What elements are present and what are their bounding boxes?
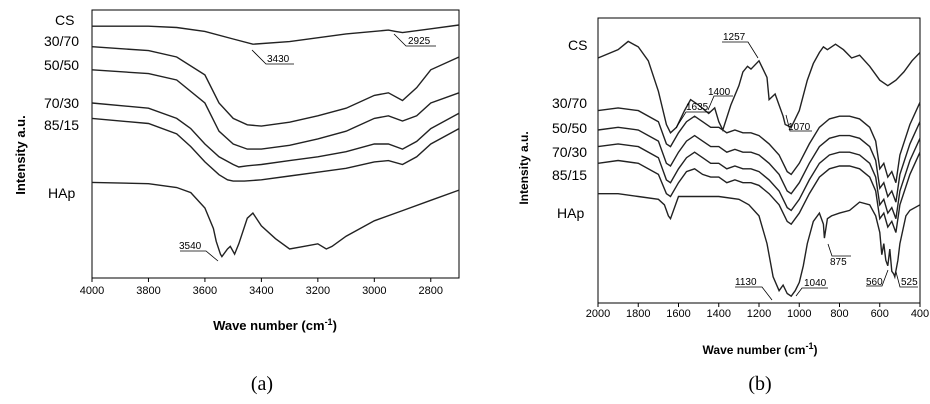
- panel-a-leader-2925: [393, 33, 436, 47]
- panel-a-x-tick-label: 4000: [80, 285, 104, 297]
- panel-b-annotation-875: 875: [830, 257, 847, 268]
- panel-b-x-tick-label: 1400: [707, 308, 731, 320]
- panel-b-series-cs: [597, 40, 921, 134]
- panel-b-annotation-1130: 1130: [735, 277, 757, 288]
- panel-a-series-85-15: [91, 117, 460, 182]
- panel-a-label-50-50: 50/50: [44, 57, 79, 73]
- panel-b-annotation-1635: 1635: [686, 102, 709, 113]
- panel-b-leader-1635: [675, 111, 710, 129]
- panel-b-leader-1257: [722, 41, 759, 59]
- panel-b-annotation-1040: 1040: [804, 278, 827, 289]
- panel-a-series-70-30: [91, 102, 460, 168]
- panel-b-x-tick-label: 1600: [666, 308, 690, 320]
- panel-b-series-85-15: [597, 151, 921, 233]
- panel-a: 4000 3800 3600 3400 3200 3000 2800 Intensity a…: [13, 9, 460, 395]
- panel-a-series-50-50: [91, 69, 460, 150]
- panel-a-label-hap: HAp: [48, 185, 75, 201]
- panel-a-label-85-15: 85/15: [44, 117, 79, 133]
- panel-b-x-tick-label: 1800: [626, 308, 650, 320]
- panel-b-label-70-30: 70/30: [552, 144, 587, 160]
- panel-a-x-tick-label: 3800: [136, 285, 160, 297]
- panel-b-series-50-50: [597, 121, 921, 203]
- panel-a-x-tick-label: 2800: [419, 285, 443, 297]
- panel-b-caption: (b): [748, 373, 771, 395]
- panel-a-x-axis-label: Wave number (cm-1): [213, 317, 337, 333]
- panel-a-label-cs: CS: [55, 12, 74, 28]
- panel-a-x-ticks: 4000 3800 3600 3400 3200 3000 2800: [80, 278, 443, 297]
- panel-a-series-hap: [91, 181, 460, 258]
- panel-b-leader-1130: [735, 286, 773, 301]
- panel-a-leader-3430: [251, 49, 294, 65]
- panel-a-label-70-30: 70/30: [44, 95, 79, 111]
- panel-a-x-tick-label: 3000: [362, 285, 386, 297]
- panel-a-y-axis-label: Intensity a.u.: [13, 115, 28, 194]
- panel-b-x-tick-label: 1200: [747, 308, 771, 320]
- panel-b-x-ticks: 2000 1800 1600 1400 1200 1000 800 600 400: [586, 303, 929, 320]
- panel-b-label-50-50: 50/50: [552, 120, 587, 136]
- panel-b-x-tick-label: 600: [871, 308, 889, 320]
- panel-b-leader-1040: [795, 287, 828, 297]
- panel-b-y-axis-label: Intensity a.u.: [517, 131, 531, 204]
- panel-b-leader-560: [866, 269, 889, 287]
- panel-a-x-tick-label: 3200: [306, 285, 330, 297]
- panel-b-annotation-560: 560: [866, 277, 883, 288]
- panel-b-x-tick-label: 2000: [586, 308, 610, 320]
- panel-b-leader-875: [827, 243, 851, 257]
- panel-b-annotation-1400: 1400: [708, 87, 731, 98]
- panel-a-series-30-70: [91, 46, 460, 127]
- panel-b-x-tick-label: 1000: [787, 308, 811, 320]
- panel-b-label-cs: CS: [568, 37, 587, 53]
- panel-b-series-30-70: [597, 102, 921, 183]
- panel-b-series-70-30: [597, 138, 921, 219]
- panel-b-label-hap: HAp: [557, 205, 584, 221]
- panel-a-annotation-2925: 2925: [408, 36, 431, 47]
- panel-b-x-tick-label: 800: [830, 308, 848, 320]
- panel-b-annotation-525: 525: [901, 277, 918, 288]
- panel-a-plot-frame: [91, 9, 460, 279]
- panel-b-series-hap: [598, 193, 921, 298]
- panel-b-annotation-1257: 1257: [723, 32, 746, 43]
- panel-a-x-tick-label: 3400: [249, 285, 273, 297]
- panel-a-leader-3540: [180, 250, 219, 262]
- panel-a-label-30-70: 30/70: [44, 33, 79, 49]
- panel-b-label-85-15: 85/15: [552, 167, 587, 183]
- panel-a-x-tick-label: 3600: [193, 285, 217, 297]
- panel-b-x-tick-label: 400: [911, 308, 929, 320]
- panel-a-curves: [91, 24, 460, 258]
- panel-b: 2000 1800 1600 1400 1200 1000 800 600 400 Intens…: [517, 17, 929, 395]
- panel-b-label-30-70: 30/70: [552, 95, 587, 111]
- panel-b-x-axis-label: Wave number (cm-1): [703, 341, 818, 357]
- panel-a-annotation-3430: 3430: [267, 54, 290, 65]
- panel-a-series-cs: [92, 24, 460, 45]
- panel-b-annotation-1070: 1070: [788, 122, 811, 133]
- panel-b-leader-1400: [707, 95, 733, 111]
- panel-a-annotation-3540: 3540: [179, 241, 202, 252]
- panel-b-leader-525: [895, 271, 918, 288]
- panel-b-curves: [597, 40, 921, 298]
- panel-b-leader-1070: [785, 114, 812, 132]
- panel-a-caption: (a): [251, 373, 273, 395]
